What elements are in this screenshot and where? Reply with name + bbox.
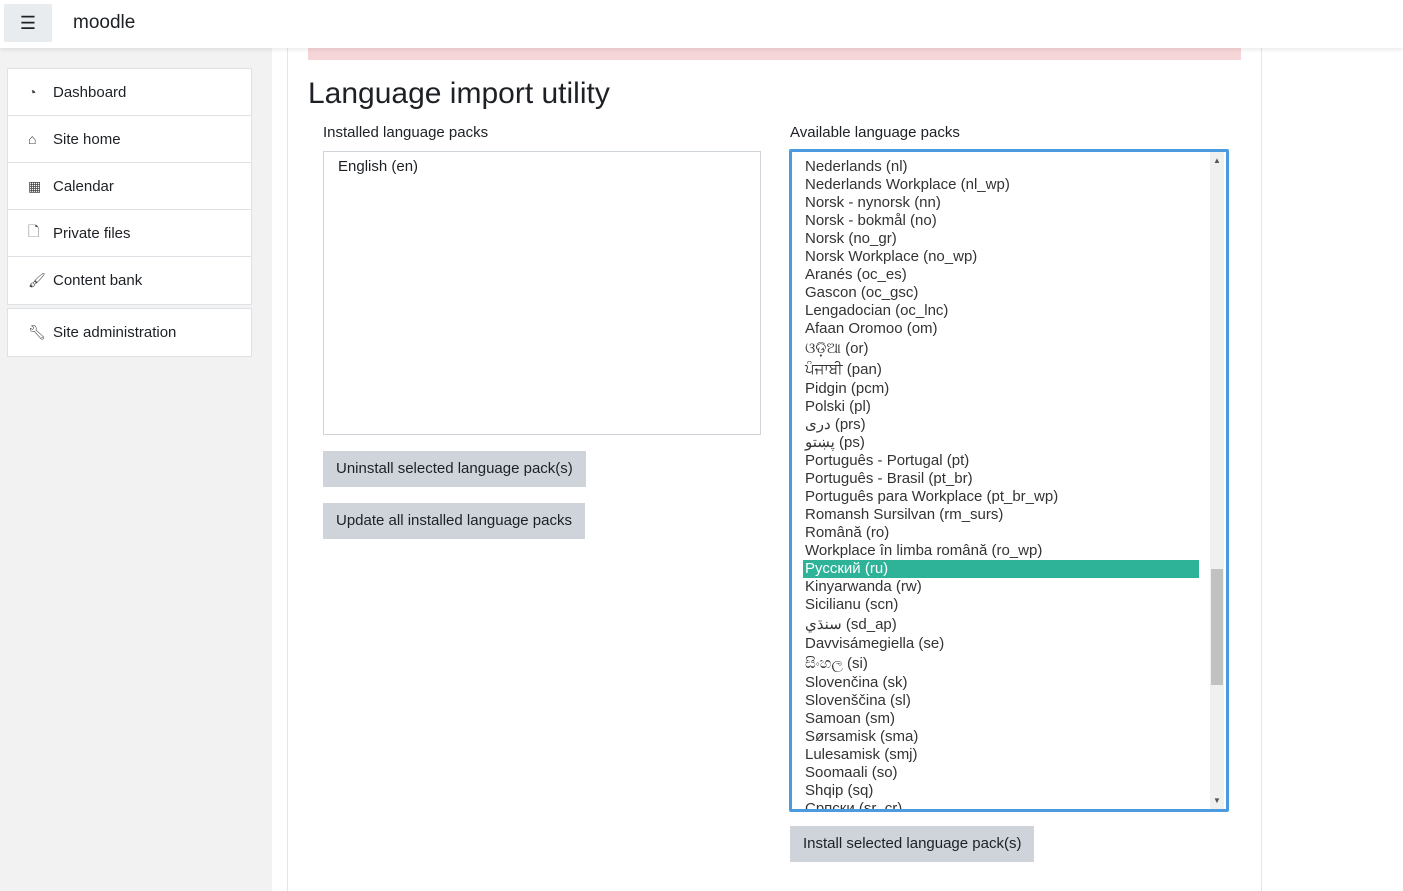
sidebar-item-label: Dashboard — [53, 83, 127, 101]
installed-packs-listbox[interactable]: English (en) — [323, 151, 761, 435]
language-option[interactable]: Русский (ru) — [803, 560, 1199, 578]
file-icon: 🗋︎ — [28, 223, 40, 239]
hamburger-icon: ☰ — [19, 12, 37, 33]
language-option[interactable]: Norsk Workplace (no_wp) — [805, 248, 978, 265]
language-option[interactable]: Português - Brasil (pt_br) — [805, 470, 973, 487]
sidebar-item-label: Site home — [53, 130, 121, 148]
language-option[interactable]: Norsk - bokmål (no) — [805, 212, 937, 229]
language-option[interactable]: Română (ro) — [805, 524, 890, 541]
scrollbar-thumb[interactable] — [1211, 569, 1223, 685]
language-option[interactable]: ଓଡ଼ିଆ (or) — [805, 340, 869, 357]
options-list: Nederlands (nl) Nederlands Workplace (nl_… — [792, 158, 1202, 812]
nav-group: ◔ Dashboard ⌂ Site home ▦ Calendar 🗋︎ Private f… — [7, 68, 252, 305]
language-option[interactable]: සිංහල (si) — [805, 655, 868, 672]
language-option[interactable]: Soomaali (so) — [805, 764, 898, 781]
sidebar-item-site-administration[interactable]: 🔧︎ Site administration — [8, 309, 251, 356]
language-option[interactable]: Српски (sr_cr) — [805, 800, 903, 812]
list-item[interactable]: English (en) — [338, 158, 419, 175]
language-option[interactable]: Romansh Sursilvan (rm_surs) — [805, 506, 1004, 523]
language-option[interactable]: Lengadocian (oc_lnc) — [805, 302, 949, 319]
scroll-up-icon[interactable]: ▲ — [1213, 156, 1221, 165]
site-brand[interactable]: moodle — [73, 12, 136, 33]
sidebar-item-label: Site administration — [53, 324, 177, 341]
sidebar-item-label: Content bank — [53, 272, 143, 289]
sidebar-item-site-home[interactable]: ⌂ Site home — [8, 116, 251, 163]
language-option[interactable]: Aranés (oc_es) — [805, 266, 907, 283]
language-option[interactable]: Pidgin (pcm) — [805, 380, 890, 397]
sidebar-item-private-files[interactable]: 🗋︎ Private files — [8, 210, 251, 257]
installed-label: Installed language packs — [323, 124, 489, 141]
available-packs-listbox[interactable]: Nederlands (nl) Nederlands Workplace (nl_… — [789, 149, 1229, 812]
language-option[interactable]: Nederlands Workplace (nl_wp) — [805, 176, 1010, 193]
sidebar-item-label: Private files — [53, 224, 131, 242]
install-button[interactable]: Install selected language pack(s) — [790, 826, 1035, 862]
language-option[interactable]: Davvisámegiella (se) — [805, 635, 945, 652]
language-option[interactable]: درى (prs) — [805, 416, 866, 433]
wrench-icon: 🔧︎ — [28, 324, 46, 340]
sidebar-item-content-bank[interactable]: 🖌︎ Content bank — [8, 257, 251, 304]
language-option[interactable]: Polski (pl) — [805, 398, 871, 415]
language-option[interactable]: Norsk - nynorsk (nn) — [805, 194, 941, 211]
alert-banner — [308, 48, 1241, 60]
language-option[interactable]: Workplace în limba română (ro_wp) — [805, 542, 1043, 559]
sidebar-item-dashboard[interactable]: ◔ Dashboard — [8, 69, 251, 116]
language-option[interactable]: ਪੰਜਾਬੀ (pan) — [805, 361, 882, 378]
brush-icon: 🖌︎ — [28, 272, 46, 288]
language-option[interactable]: Slovenčina (sk) — [805, 674, 908, 691]
language-option[interactable]: Nederlands (nl) — [805, 158, 908, 175]
language-option[interactable]: Português - Portugal (pt) — [805, 452, 970, 469]
language-option[interactable]: Gascon (oc_gsc) — [805, 284, 919, 301]
language-option[interactable]: Kinyarwanda (rw) — [805, 578, 922, 595]
page-title: Language import utility — [308, 77, 610, 110]
scroll-down-icon[interactable]: ▼ — [1213, 796, 1221, 805]
language-option[interactable]: Norsk (no_gr) — [805, 230, 897, 247]
language-option[interactable]: Sicilianu (scn) — [805, 596, 899, 613]
sidebar-item-calendar[interactable]: ▦ Calendar — [8, 163, 251, 210]
uninstall-button[interactable]: Uninstall selected language pack(s) — [323, 451, 586, 487]
scrollbar[interactable]: ▲ ▼ — [1210, 152, 1224, 809]
language-option[interactable]: پښتو (ps) — [805, 434, 865, 451]
sidebar: ◔ Dashboard ⌂ Site home ▦ Calendar 🗋︎ Private f… — [0, 48, 272, 891]
home-icon: ⌂ — [28, 131, 37, 147]
available-label: Available language packs — [790, 124, 960, 141]
language-option[interactable]: Sørsamisk (sma) — [805, 728, 919, 745]
calendar-icon: ▦ — [28, 177, 42, 194]
nav-group-admin: 🔧︎ Site administration — [7, 308, 252, 357]
sidebar-item-label: Calendar — [53, 177, 114, 195]
top-navbar: ☰ moodle — [0, 0, 1403, 48]
language-option[interactable]: Shqip (sq) — [805, 782, 874, 799]
language-option[interactable]: Lulesamisk (smj) — [805, 746, 918, 763]
language-option[interactable]: Slovenščina (sl) — [805, 692, 911, 709]
language-option[interactable]: Português para Workplace (pt_br_wp) — [805, 488, 1059, 505]
dashboard-icon: ◔ — [28, 84, 37, 100]
language-option[interactable]: Samoan (sm) — [805, 710, 896, 727]
hamburger-menu-button[interactable]: ☰ — [4, 4, 52, 42]
update-all-button[interactable]: Update all installed language packs — [323, 503, 585, 539]
main-content: Language import utility Installed langua… — [287, 48, 1262, 891]
language-option[interactable]: Afaan Oromoo (om) — [805, 320, 938, 337]
language-option[interactable]: سنڌي (sd_ap) — [805, 616, 897, 633]
